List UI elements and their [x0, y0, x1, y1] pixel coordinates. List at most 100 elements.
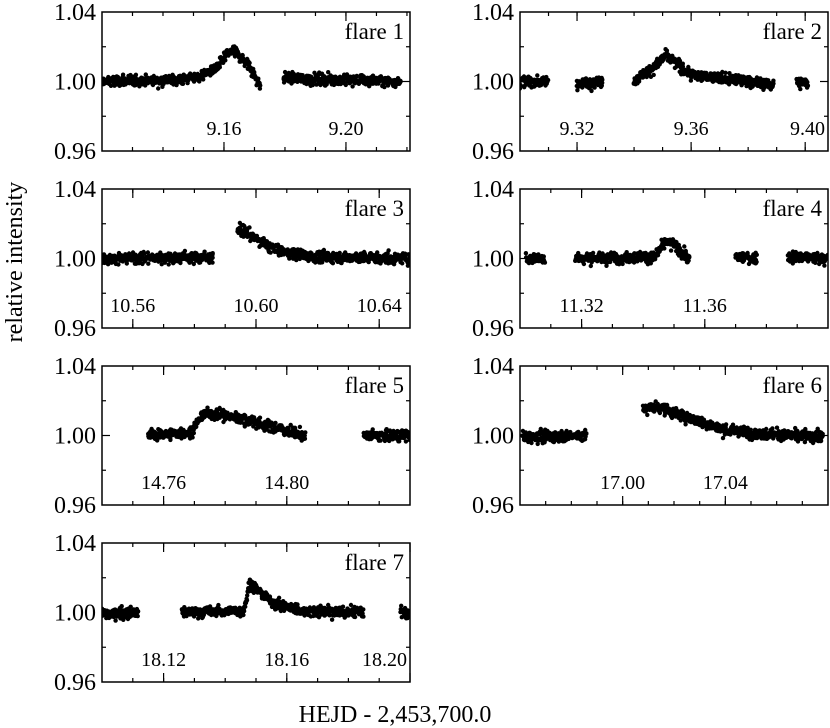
data-point: [155, 438, 160, 443]
data-point: [403, 439, 409, 444]
panel-label: flare 5: [345, 373, 404, 398]
data-point: [119, 604, 124, 609]
data-point: [128, 604, 133, 609]
data-point: [825, 252, 828, 258]
data-point: [223, 58, 228, 63]
data-point: [163, 74, 168, 79]
y-tick-label: 1.00: [54, 70, 96, 96]
data-point: [105, 262, 111, 267]
data-point: [378, 438, 383, 443]
data-point: [754, 259, 759, 265]
data-point: [268, 250, 273, 255]
data-point: [590, 250, 596, 256]
data-points: [102, 220, 410, 268]
data-point: [822, 263, 827, 268]
data-point: [191, 430, 196, 436]
y-tick-label: 0.96: [472, 493, 514, 519]
data-point: [407, 254, 410, 260]
data-point: [575, 88, 580, 93]
data-point: [240, 52, 245, 58]
y-tick-label: 0.96: [472, 139, 514, 165]
data-point: [655, 253, 661, 258]
y-tick-label: 0.96: [54, 493, 96, 519]
data-point: [337, 250, 342, 256]
y-tick-label: 1.04: [54, 177, 96, 203]
y-tick-label: 1.00: [54, 247, 96, 273]
data-point: [592, 85, 597, 90]
data-point: [343, 82, 348, 88]
data-point: [398, 78, 403, 84]
x-tick-label: 9.32: [560, 118, 595, 140]
data-point: [545, 77, 550, 83]
data-point: [244, 598, 250, 603]
data-point: [258, 83, 263, 88]
data-point: [723, 70, 728, 76]
data-point: [303, 430, 308, 435]
data-points: [520, 399, 825, 447]
data-point: [256, 76, 261, 81]
data-point: [402, 251, 408, 256]
x-tick-label: 9.40: [790, 118, 825, 140]
data-point: [680, 64, 686, 69]
data-point: [241, 612, 246, 618]
data-point: [254, 233, 260, 239]
data-point: [589, 88, 594, 94]
data-point: [745, 250, 750, 256]
x-tick-label: 18.16: [264, 649, 309, 671]
data-point: [375, 250, 380, 255]
data-point: [194, 424, 199, 429]
data-point: [720, 435, 726, 441]
data-point: [687, 255, 692, 260]
data-point: [581, 261, 587, 267]
data-point: [523, 251, 529, 256]
data-point: [190, 435, 195, 440]
y-tick-label: 1.00: [472, 424, 514, 450]
data-point: [210, 255, 215, 260]
data-point: [407, 259, 410, 265]
data-point: [217, 65, 222, 70]
x-tick-label: 9.20: [328, 118, 363, 140]
data-point: [201, 77, 206, 82]
data-point: [135, 613, 140, 619]
data-point: [247, 225, 252, 230]
data-point: [327, 613, 332, 618]
data-point: [637, 249, 643, 255]
y-tick-label: 1.00: [54, 601, 96, 627]
data-point: [243, 604, 248, 609]
y-tick-label: 1.04: [54, 0, 96, 26]
data-point: [662, 246, 667, 251]
data-point: [764, 426, 769, 432]
data-point: [805, 80, 810, 85]
y-tick-label: 1.04: [472, 0, 514, 26]
data-point: [302, 436, 308, 441]
data-point: [686, 258, 691, 263]
data-point: [542, 260, 548, 265]
data-point: [407, 437, 410, 443]
data-point: [205, 405, 210, 410]
data-point: [825, 256, 828, 261]
data-point: [243, 413, 248, 418]
data-point: [405, 263, 410, 268]
data-point: [191, 261, 196, 267]
x-tick-label: 11.36: [683, 295, 727, 317]
data-point: [683, 422, 688, 427]
data-point: [754, 252, 759, 257]
y-tick-label: 1.00: [472, 70, 514, 96]
x-tick-label: 18.20: [362, 649, 407, 671]
data-point: [340, 604, 346, 609]
y-tick-label: 1.04: [472, 177, 514, 203]
data-point: [701, 417, 707, 422]
data-points: [102, 44, 403, 91]
data-point: [386, 248, 391, 253]
data-point: [354, 73, 359, 79]
data-point: [637, 77, 642, 82]
x-tick-label: 14.80: [264, 472, 309, 494]
data-point: [730, 422, 736, 427]
x-tick-label: 10.64: [357, 295, 402, 317]
y-tick-label: 1.04: [54, 531, 96, 557]
data-point: [113, 618, 118, 623]
